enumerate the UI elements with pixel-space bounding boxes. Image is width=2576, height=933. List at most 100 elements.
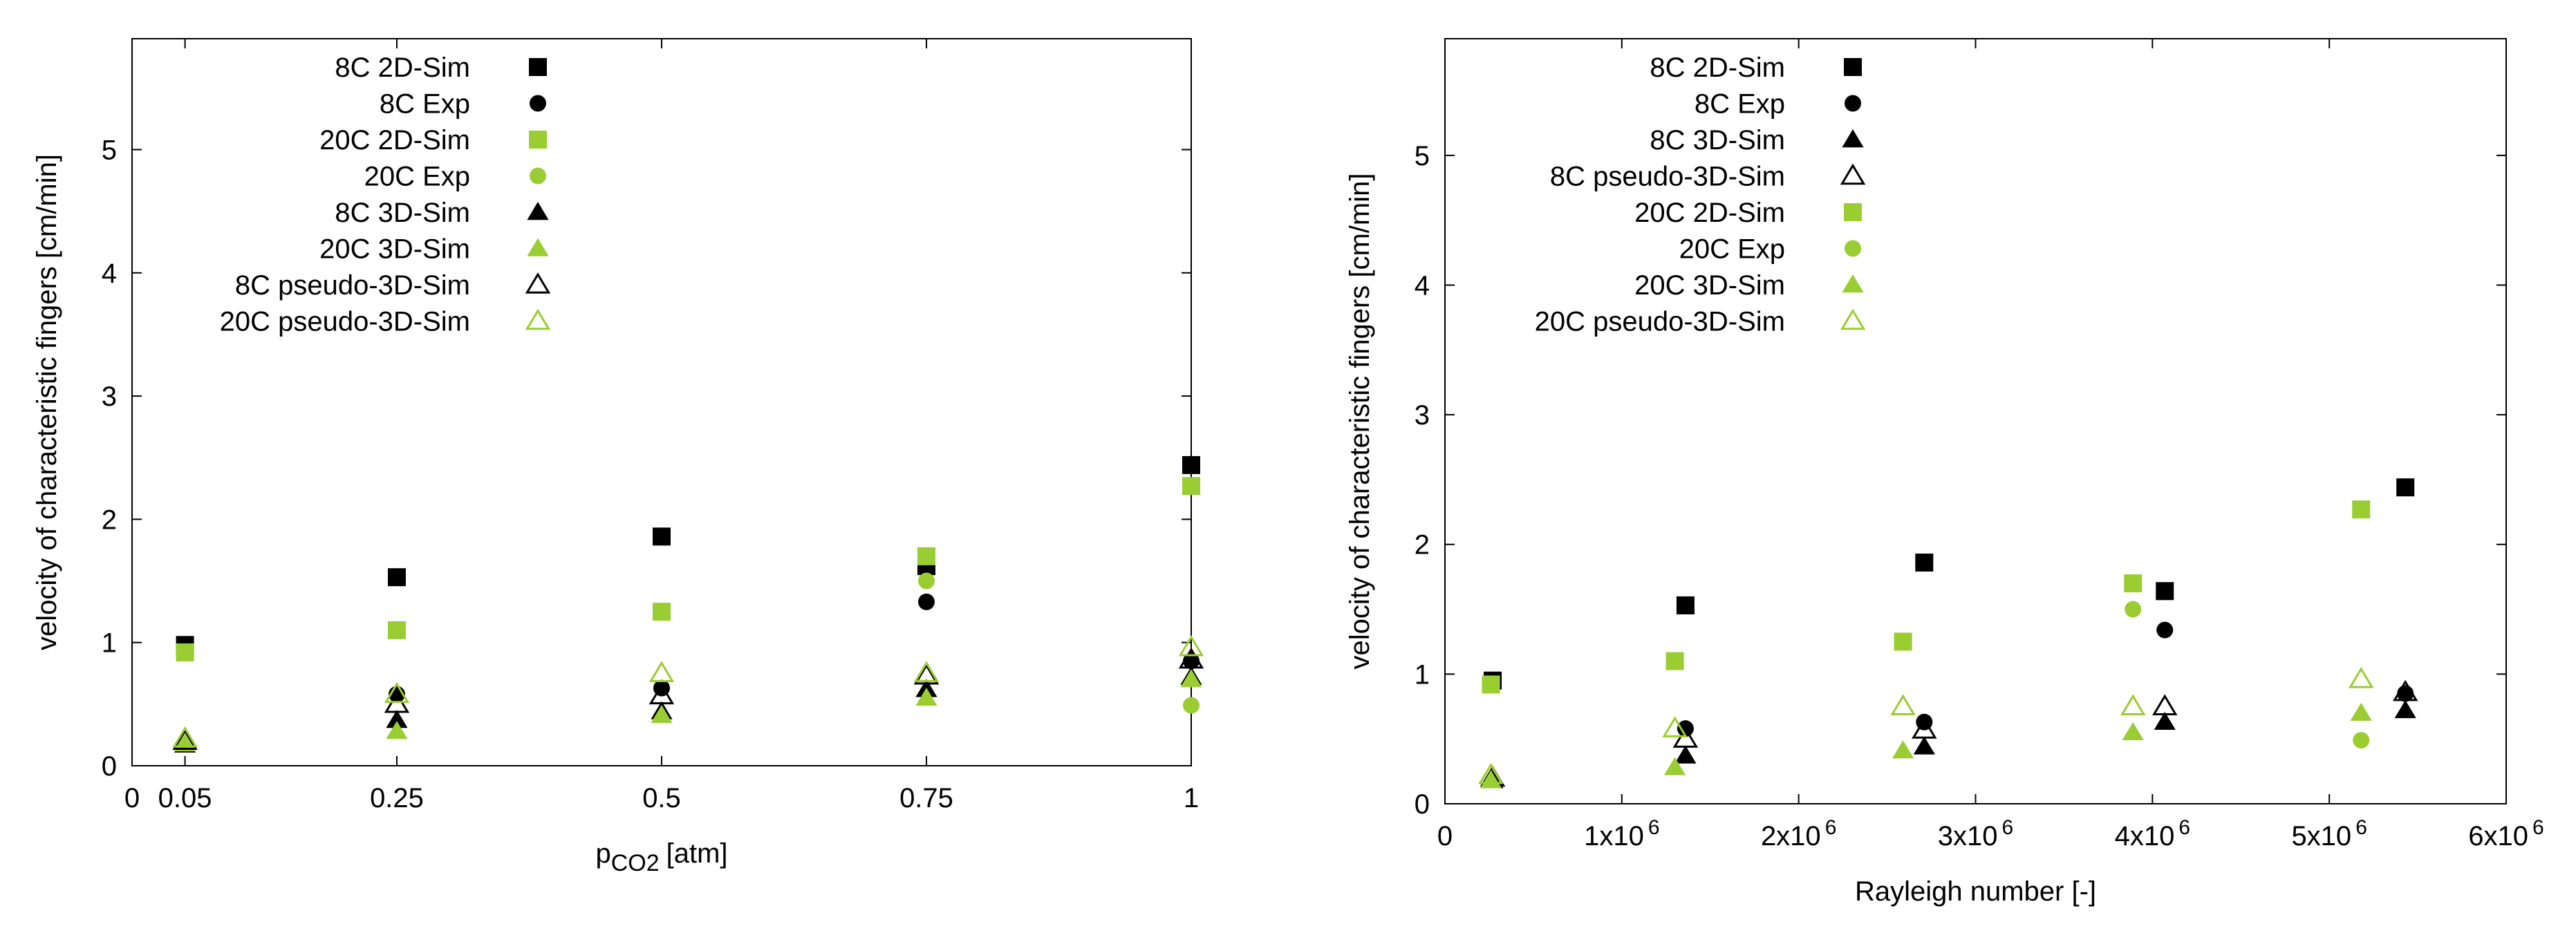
legend-marker — [1845, 95, 1861, 112]
data-point — [918, 593, 935, 610]
data-point — [1478, 762, 1504, 784]
x-tick-exponent: 6 — [1648, 816, 1660, 839]
data-point — [388, 568, 406, 587]
data-point — [2353, 732, 2370, 749]
x-tick-label: 0 — [124, 783, 140, 813]
legend-marker — [530, 167, 546, 185]
legend-marker — [529, 58, 547, 76]
data-point — [1890, 694, 1916, 715]
legend-marker — [1842, 129, 1864, 148]
legend-marker — [1844, 203, 1862, 221]
legend-marker — [530, 95, 546, 112]
legend-label: 8C 2D-Sim — [1650, 53, 1785, 83]
x-tick-base: 4x10 — [2115, 821, 2175, 851]
y-tick-label: 1 — [1415, 659, 1430, 690]
x-tick-label: 1x10 6 — [1584, 816, 1659, 851]
x-tick-exponent: 6 — [2002, 816, 2014, 839]
data-point — [1663, 757, 1686, 775]
x-tick-base: 5x10 — [2291, 821, 2351, 851]
series-20c-pseudo-3d-sim — [1478, 666, 2374, 784]
data-point — [2156, 582, 2174, 601]
data-point — [172, 726, 198, 748]
data-point — [1178, 634, 1204, 657]
legend-marker — [527, 238, 549, 256]
data-point — [913, 661, 940, 682]
legend-label: 8C pseudo-3D-Sim — [235, 270, 470, 301]
data-point — [2125, 601, 2142, 618]
data-point — [2156, 621, 2174, 639]
legend: 8C 2D-Sim 8C Exp 8C 3D-Sim 8C pseudo-3D-Sim… — [1535, 53, 1866, 337]
legend-marker — [525, 308, 551, 330]
data-point — [2396, 478, 2415, 497]
series-20c-2d-sim — [176, 477, 1200, 661]
series-8c-2d-sim — [1484, 478, 2415, 690]
data-point — [648, 683, 675, 705]
legend-label: 8C Exp — [380, 89, 470, 120]
data-point — [913, 663, 940, 685]
data-point — [653, 527, 671, 546]
data-point — [176, 643, 194, 661]
legend-label: 8C pseudo-3D-Sim — [1550, 162, 1785, 192]
x-tick-base: 3x10 — [1938, 821, 1998, 851]
x-tick-base: 0 — [1437, 821, 1453, 851]
data-point — [651, 704, 673, 724]
y-tick-label: 2 — [1415, 530, 1430, 560]
y-tick-label: 0 — [102, 751, 117, 782]
data-point — [2120, 694, 2146, 715]
data-point — [2152, 694, 2178, 715]
data-point — [1676, 596, 1695, 614]
legend-label: 20C Exp — [1679, 234, 1785, 265]
y-tick-label: 5 — [102, 135, 117, 165]
data-point — [388, 621, 406, 639]
x-tick-exponent: 6 — [2178, 816, 2190, 839]
data-point — [1665, 652, 1684, 670]
data-point — [1180, 669, 1202, 688]
legend-label: 20C 2D-Sim — [319, 125, 470, 156]
y-tick-label: 2 — [102, 505, 117, 535]
y-tick-label: 0 — [1415, 789, 1430, 820]
x-tick-exponent: 6 — [2355, 816, 2367, 839]
data-point — [653, 603, 671, 621]
data-point — [2154, 711, 2176, 731]
data-point — [1672, 726, 1699, 748]
legend-label: 20C 3D-Sim — [319, 234, 470, 265]
x-tick-label: 0.05 — [158, 783, 212, 813]
x-axis-label: Rayleigh number [-] — [1855, 876, 2096, 907]
legend-marker — [529, 131, 547, 149]
legend-label: 20C 2D-Sim — [1634, 198, 1785, 228]
legend-label: 8C 3D-Sim — [1650, 125, 1785, 156]
legend-marker — [1842, 274, 1864, 293]
y-tick-label: 5 — [1415, 141, 1430, 171]
data-point — [384, 681, 410, 704]
x-tick-label: 3x10 6 — [1938, 816, 2013, 851]
x-axis-label-text: p — [595, 838, 610, 869]
x-tick-label: 0.25 — [370, 783, 424, 813]
data-point — [2350, 702, 2372, 721]
legend-label: 20C pseudo-3D-Sim — [1535, 307, 1785, 337]
y-tick-label: 3 — [1415, 400, 1430, 431]
series-20c-exp — [918, 572, 1200, 714]
y-tick-label: 1 — [102, 628, 117, 659]
data-point — [2352, 500, 2371, 519]
x-tick-label: 0.75 — [899, 783, 953, 813]
data-point — [1182, 455, 1200, 474]
series-20c-exp — [2125, 601, 2370, 749]
legend-marker — [1845, 240, 1861, 257]
legend-marker — [527, 202, 549, 220]
x-axis-label-subscript: CO2 — [611, 850, 660, 876]
legend-label: 20C 3D-Sim — [1634, 270, 1785, 301]
data-point — [172, 728, 198, 751]
x-tick-label: 6x10 6 — [2468, 816, 2544, 851]
data-point — [648, 661, 675, 682]
y-axis-label: velocity of characteristic fingers [cm/m… — [32, 154, 62, 650]
data-point — [1674, 745, 1697, 764]
data-point — [1912, 717, 1937, 739]
x-axis-label-text: Rayleigh number [-] — [1855, 876, 2096, 907]
x-tick-base: 2x10 — [1761, 821, 1821, 851]
legend: 8C 2D-Sim 8C Exp 20C 2D-Sim 20C Exp 8C 3D-Si… — [220, 53, 551, 337]
legend-label: 8C Exp — [1695, 89, 1785, 120]
data-point — [2124, 574, 2143, 593]
x-tick-base: 1x10 — [1584, 821, 1644, 851]
